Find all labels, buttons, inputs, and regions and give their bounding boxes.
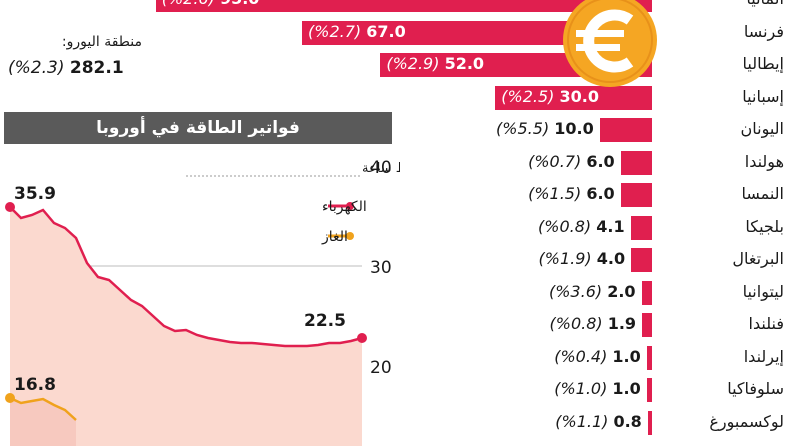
gas-start-label: 16.8: [14, 375, 56, 395]
bar-percent-label: (%3.6): [548, 281, 608, 301]
country-label: بلجيكا: [745, 216, 784, 236]
bar-amount-label: 6.0: [586, 151, 615, 171]
bar-value-label: (%1.0) 1.0: [554, 379, 641, 398]
bar-3: [495, 85, 652, 110]
bar-amount-label: 4.0: [596, 249, 626, 268]
country-label: البرتغال: [732, 249, 784, 268]
electricity-start-label: 35.9: [14, 184, 56, 204]
bar-percent-label: (%1.5): [528, 184, 587, 203]
electricity-area: [10, 207, 362, 446]
bar-percent-label: (%2.5): [501, 86, 560, 106]
country-label: ألمانيا: [746, 0, 784, 8]
bar-amount-label: 1.0: [612, 346, 641, 366]
bar-amount-label: 6.0: [586, 184, 615, 203]
bar-0: [155, 0, 652, 12]
country-label: اليونان: [740, 119, 785, 138]
bar-value-label: (%1.5) 6.0: [528, 184, 615, 203]
electricity-end-point: [357, 333, 367, 343]
bar-percent-label: (%1.0): [554, 379, 613, 398]
bar-value-label: (%3.6) 2.0: [549, 282, 636, 301]
y-tick-label: 20: [370, 358, 392, 378]
bar-value-label: (%5.5) 10.0: [496, 119, 594, 138]
legend-swatch-dot: [346, 202, 354, 210]
bar-percent-label: (%2.7): [308, 21, 367, 41]
bar-amount-label: 67.0: [366, 21, 406, 41]
bar-amount-label: 4.1: [596, 216, 625, 236]
bar-percent-label: (%0.7): [528, 151, 587, 171]
bar-value-label: (%0.7) 6.0: [528, 152, 615, 171]
electricity-line: [9, 206, 363, 348]
gas-start-point: [5, 393, 15, 403]
country-label: إيطاليا: [742, 54, 784, 73]
gas-line: [9, 396, 77, 421]
eurozone-percent: (%2.3): [8, 58, 65, 78]
country-label: إيرلندا: [743, 346, 784, 366]
bar-value-label: (%0.8) 1.9: [550, 314, 637, 333]
gas-area: [10, 398, 76, 446]
country-label: فنلندا: [748, 314, 784, 333]
bar-amount-label: 10.0: [554, 119, 594, 138]
eurozone-label: منطقة اليورو:: [61, 34, 142, 50]
bar-5: [620, 150, 652, 175]
bar-amount-label: 0.8: [613, 411, 642, 431]
bar-8: [631, 248, 652, 272]
bar-10: [642, 313, 652, 337]
bar-percent-label: (%0.8): [538, 216, 597, 236]
eurozone-total: (%2.3) 282.1: [8, 58, 124, 78]
bar-percent-label: (%2.6): [162, 0, 220, 8]
country-label: هولندا: [744, 151, 784, 171]
legend-swatch-dot: [346, 232, 354, 240]
bar-amount-label: 30.0: [559, 86, 599, 106]
y-tick-label: 30: [370, 258, 392, 278]
eurozone-value: 282.1: [69, 58, 124, 78]
bar-amount-label: 2.0: [607, 281, 636, 301]
line-chart-labels: 35.9 22.5 16.8 سنت يورو / كيلوواط ساعة الكهر…: [14, 161, 400, 395]
y-tick-label: 40: [370, 158, 392, 178]
bar-value-label: (%2.5) 30.0: [501, 87, 599, 106]
bar-percent-label: (%0.8): [549, 314, 608, 333]
bar-percent-label: (%5.5): [496, 119, 555, 138]
country-label: ليتوانيا: [742, 281, 784, 301]
country-label: لوكسمبورغ: [709, 411, 784, 431]
energy-bills-title: فواتير الطاقة في أوروبا: [4, 112, 392, 144]
bar-6: [620, 183, 652, 207]
bar-9: [641, 280, 652, 305]
bar-12: [646, 378, 652, 402]
bar-value-label: (%0.4) 1.0: [554, 347, 641, 366]
bar-amount-label: 95.0: [220, 0, 259, 8]
bar-value-label: (%1.1) 0.8: [555, 412, 642, 431]
bar-amount-label: 1.9: [607, 314, 637, 333]
euro-coin-icon: [563, 0, 657, 87]
y-axis-unit-label: سنت يورو / كيلوواط ساعة: [362, 161, 400, 176]
country-label: النمسا: [741, 184, 784, 203]
energy-line-chart: 20 30 40 35.9 22.5 16.8 سنت يورو / كيلوواط سا…: [5, 158, 400, 446]
country-label: سلوفاكيا: [727, 379, 784, 398]
bar-percent-label: (%2.9): [386, 54, 445, 73]
bar-value-label: (%2.6) 95.0: [162, 0, 260, 8]
bar-amount-label: 52.0: [444, 54, 485, 73]
bar-value-label: (%1.9) 4.0: [539, 249, 626, 268]
bar-13: [647, 410, 652, 435]
bar-4: [599, 118, 652, 142]
bar-percent-label: (%1.9): [538, 249, 597, 268]
bar-percent-label: (%0.4): [554, 346, 613, 366]
electricity-end-label: 22.5: [304, 311, 346, 331]
line-chart-series: [5, 202, 367, 446]
bar-value-label: (%2.9) 52.0: [386, 54, 484, 73]
legend-label: الغاز: [321, 229, 348, 245]
bar-value-label: (%2.7) 67.0: [308, 22, 406, 41]
bar-percent-label: (%1.1): [555, 411, 614, 431]
bar-value-label: (%0.8) 4.1: [538, 217, 625, 236]
bar-7: [630, 215, 652, 240]
bar-11: [646, 345, 652, 370]
bar-amount-label: 1.0: [612, 379, 641, 398]
legend-label: الكهرباء: [322, 199, 367, 215]
electricity-start-point: [5, 202, 15, 212]
country-label: إسبانيا: [742, 86, 784, 106]
country-label: فرنسا: [743, 21, 784, 41]
